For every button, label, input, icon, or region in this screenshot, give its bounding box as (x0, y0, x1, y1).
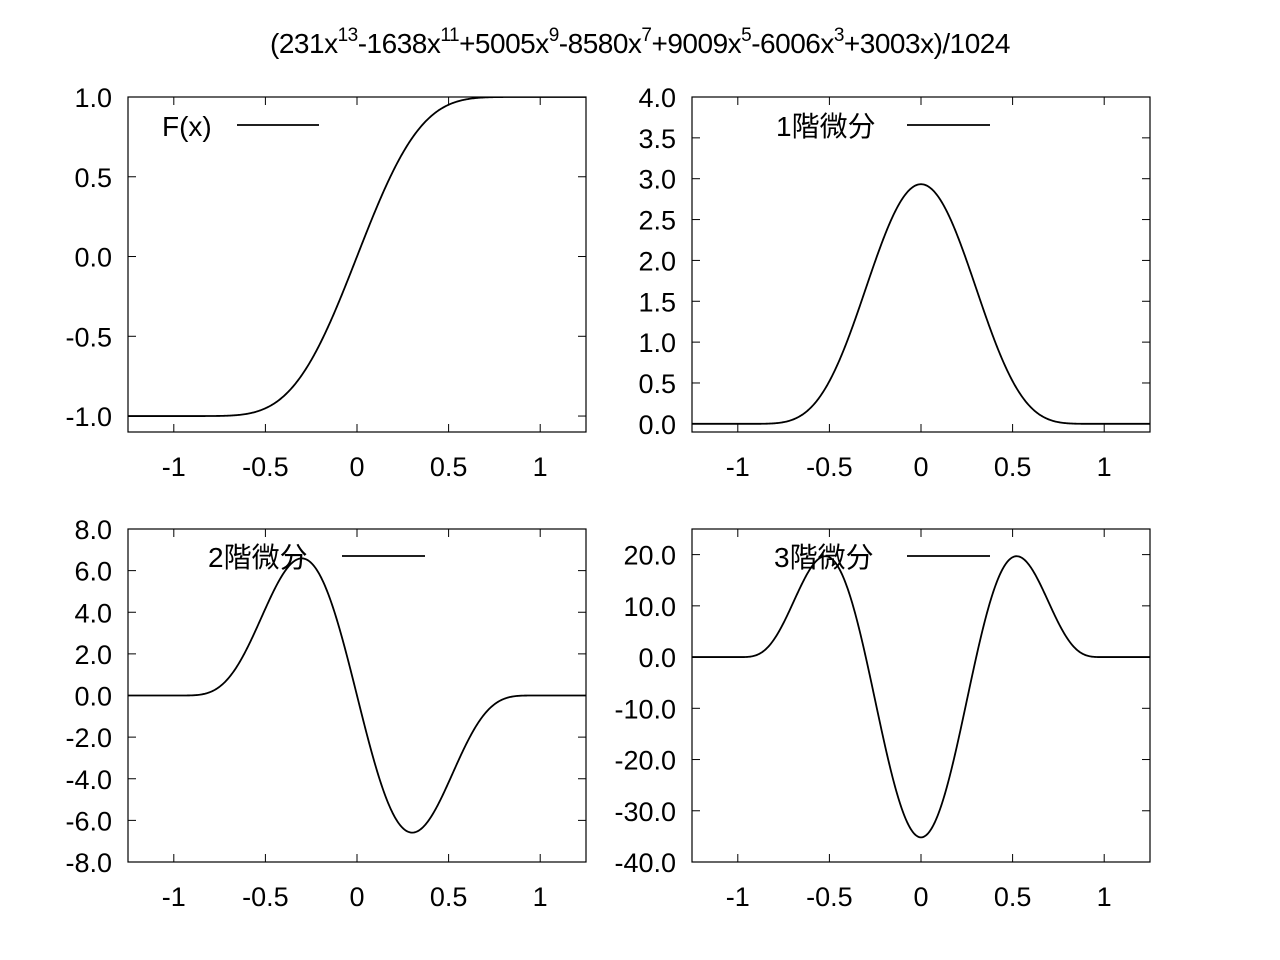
title-exponent: 11 (440, 25, 460, 46)
y-tick-label: 20.0 (623, 541, 676, 571)
plot-frame (691, 528, 1151, 863)
y-tick-label: 4.0 (638, 83, 676, 113)
y-tick-label: 3.0 (638, 165, 676, 195)
y-tick-label: 0.0 (74, 682, 112, 712)
y-tick-label: 1.0 (74, 83, 112, 113)
title-exponent: 7 (641, 25, 652, 46)
title-exponent: 5 (741, 25, 752, 46)
x-tick-label: -1 (162, 452, 186, 482)
x-tick-label: 0 (913, 452, 928, 482)
x-tick-label: 0.5 (994, 452, 1032, 482)
legend-label: 3階微分 (774, 542, 874, 573)
y-tick-label: -4.0 (65, 765, 112, 795)
x-tick-label: -1 (726, 882, 750, 912)
y-tick-label: 10.0 (623, 592, 676, 622)
x-tick-label: -0.5 (242, 452, 289, 482)
y-tick-label: -0.5 (65, 322, 112, 352)
title-exponent: 9 (548, 25, 560, 46)
series-line (128, 557, 586, 834)
series-line (692, 555, 1150, 839)
chart-panel-2: -1 -0.5 0 0.5 1 0.0 0.5 1.0 1.5 2.0 2.5 3.0 3.5 4.0 1階… (638, 83, 1151, 482)
y-tick-label: 6.0 (74, 557, 112, 587)
chart-panel-3: -1 -0.5 0 0.5 1 -8.0 -6.0 -4.0 -2.0 0.0 2.0 4.0 6.0 8… (65, 515, 587, 912)
y-tick-label: 0.5 (74, 163, 112, 193)
chart-title: (231x13-1638x11+5005x9-8580x7+9009x5-600… (0, 25, 1280, 60)
title-term: +3003x)/1024 (843, 28, 1011, 59)
y-tick-label: -1.0 (65, 402, 112, 432)
title-term: -6006x (751, 28, 834, 59)
chart-panel-1: -1 -0.5 0 0.5 1 -1.0 -0.5 0.0 0.5 1.0 F(x) (65, 83, 587, 482)
x-tick-label: -0.5 (242, 882, 289, 912)
y-tick-label: 2.0 (638, 246, 676, 276)
y-tick-label: 1.5 (638, 287, 676, 317)
title-term: +9009x (651, 28, 742, 59)
chart-panel-4: -1 -0.5 0 0.5 1 -40.0 -30.0 -20.0 -10.0 0.0 10.0 20… (614, 528, 1151, 912)
title-exponent: 3 (833, 25, 845, 46)
legend-label: F(x) (162, 111, 212, 142)
title-term: -8580x (558, 28, 642, 59)
y-tick-label: -20.0 (614, 746, 676, 776)
x-tick-label: 0 (349, 452, 364, 482)
y-tick-label: 0.0 (638, 643, 676, 673)
x-tick-label: 1 (1097, 882, 1112, 912)
y-tick-label: 3.5 (638, 124, 676, 154)
series-line (692, 183, 1150, 425)
y-tick-label: -6.0 (65, 806, 112, 836)
plot-frame (127, 96, 587, 433)
title-term: +5005x (459, 28, 549, 59)
y-tick-label: 0.0 (74, 243, 112, 273)
legend-label: 1階微分 (776, 111, 876, 142)
x-tick-label: -0.5 (806, 882, 853, 912)
y-tick-label: 4.0 (74, 598, 112, 628)
title-term: -1638x (357, 28, 441, 59)
y-tick-label: -40.0 (614, 848, 676, 878)
y-tick-label: -10.0 (614, 694, 676, 724)
y-tick-label: 8.0 (74, 515, 112, 545)
x-tick-label: 1 (1097, 452, 1112, 482)
series-line (128, 97, 586, 417)
x-tick-label: 1 (533, 882, 548, 912)
y-tick-label: 0.5 (638, 369, 676, 399)
y-tick-label: 0.0 (638, 410, 676, 440)
x-tick-label: -1 (726, 452, 750, 482)
title-term: (231x (270, 28, 338, 59)
x-tick-label: 1 (533, 452, 548, 482)
y-tick-label: 2.5 (638, 206, 676, 236)
x-tick-label: 0.5 (430, 452, 468, 482)
x-tick-label: -1 (162, 882, 186, 912)
x-tick-label: -0.5 (806, 452, 853, 482)
plot-frame (691, 96, 1151, 433)
y-tick-label: 2.0 (74, 640, 112, 670)
x-tick-label: 0 (349, 882, 364, 912)
y-tick-label: -8.0 (65, 848, 112, 878)
y-tick-label: 1.0 (638, 328, 676, 358)
x-tick-label: 0 (913, 882, 928, 912)
y-tick-label: -30.0 (614, 797, 676, 827)
y-tick-label: -2.0 (65, 723, 112, 753)
legend-label: 2階微分 (208, 542, 308, 573)
title-exponent: 13 (337, 25, 359, 46)
x-tick-label: 0.5 (994, 882, 1032, 912)
x-tick-label: 0.5 (430, 882, 468, 912)
